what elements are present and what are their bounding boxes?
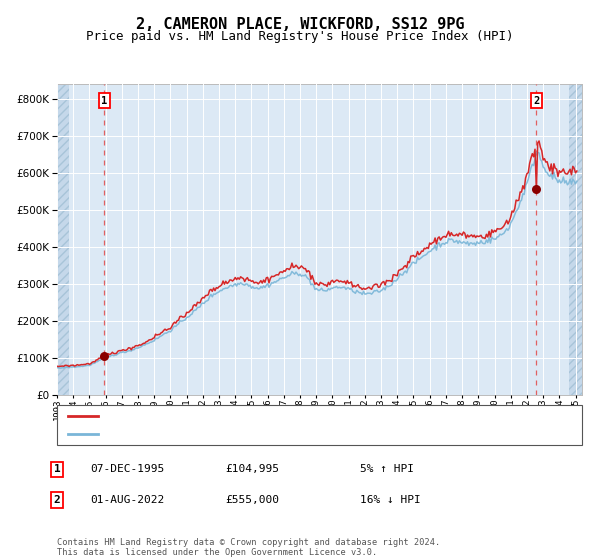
- Text: Price paid vs. HM Land Registry's House Price Index (HPI): Price paid vs. HM Land Registry's House …: [86, 30, 514, 43]
- Text: 2: 2: [53, 495, 61, 505]
- Text: 07-DEC-1995: 07-DEC-1995: [90, 464, 164, 474]
- Text: 5% ↑ HPI: 5% ↑ HPI: [360, 464, 414, 474]
- Text: £104,995: £104,995: [225, 464, 279, 474]
- Text: 1: 1: [53, 464, 61, 474]
- Bar: [569, 84, 582, 395]
- Text: 2, CAMERON PLACE, WICKFORD, SS12 9PG (detached house): 2, CAMERON PLACE, WICKFORD, SS12 9PG (de…: [102, 411, 433, 421]
- Text: £555,000: £555,000: [225, 495, 279, 505]
- Text: 2, CAMERON PLACE, WICKFORD, SS12 9PG: 2, CAMERON PLACE, WICKFORD, SS12 9PG: [136, 17, 464, 32]
- Text: HPI: Average price, detached house, Basildon: HPI: Average price, detached house, Basi…: [102, 430, 377, 439]
- Text: 1: 1: [101, 96, 107, 106]
- Text: 16% ↓ HPI: 16% ↓ HPI: [360, 495, 421, 505]
- Bar: [57, 84, 69, 395]
- Text: 2: 2: [533, 96, 539, 106]
- Text: Contains HM Land Registry data © Crown copyright and database right 2024.
This d: Contains HM Land Registry data © Crown c…: [57, 538, 440, 557]
- Text: 01-AUG-2022: 01-AUG-2022: [90, 495, 164, 505]
